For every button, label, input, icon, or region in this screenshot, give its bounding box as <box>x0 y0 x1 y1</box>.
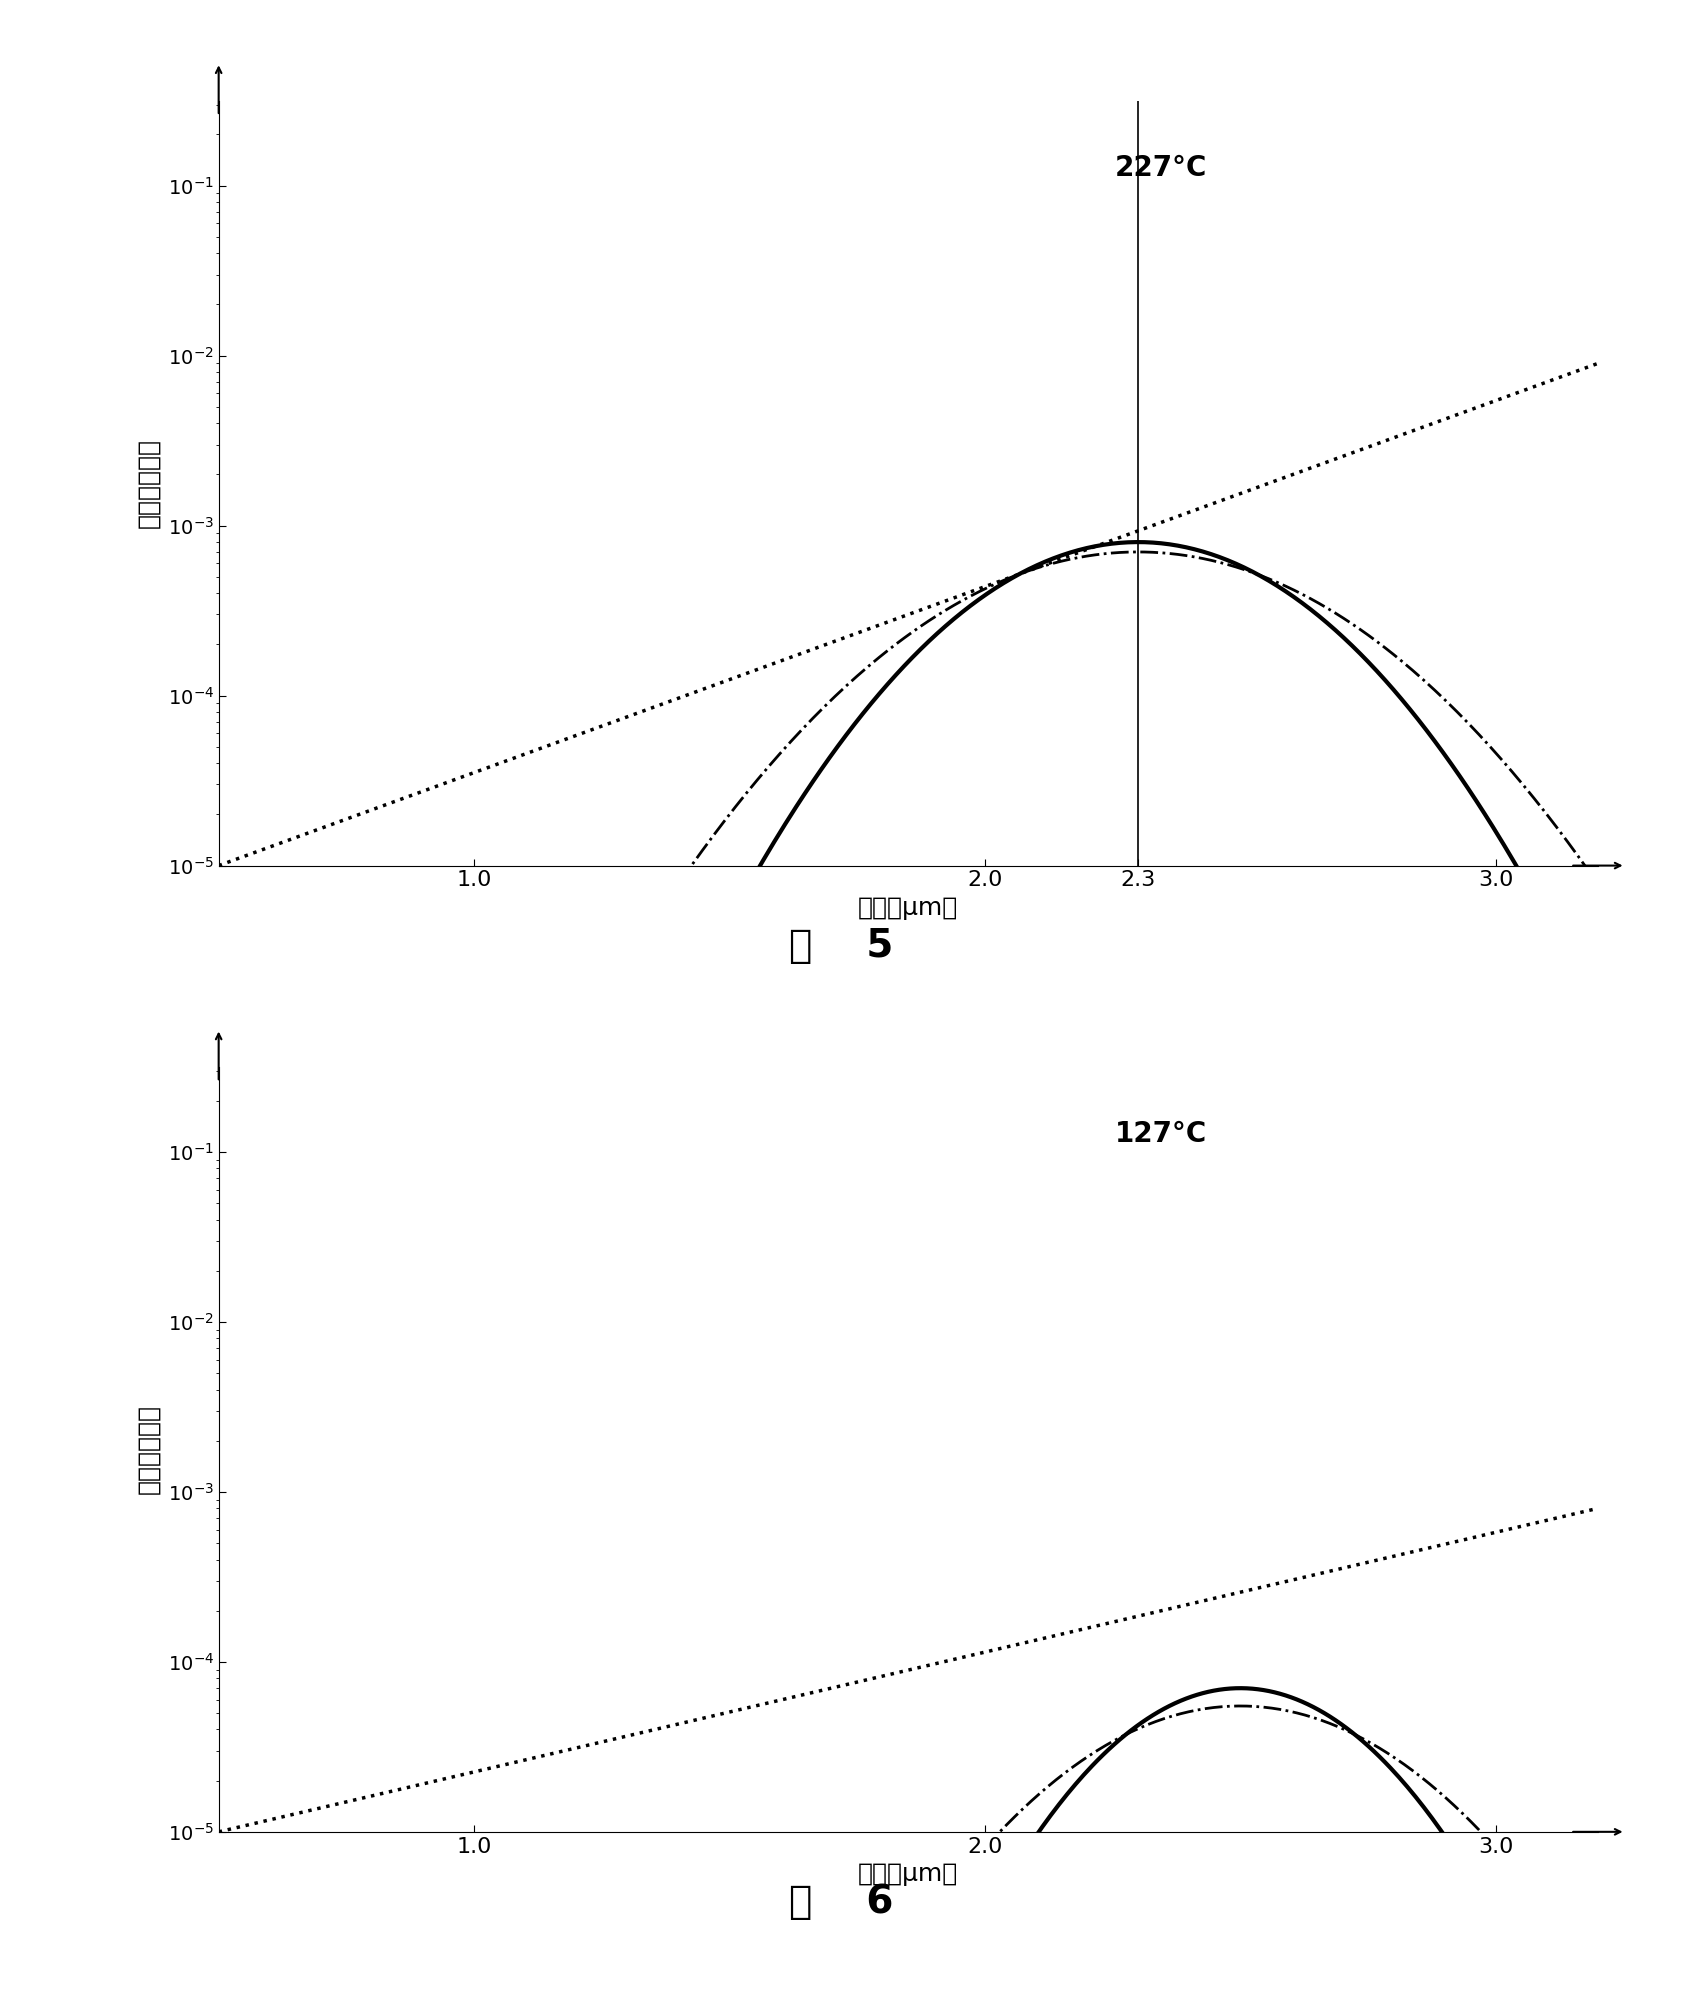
X-axis label: 波长（μm）: 波长（μm） <box>858 1862 959 1886</box>
Y-axis label: 实用辐射亮度: 实用辐射亮度 <box>136 1405 160 1494</box>
Text: 127°C: 127°C <box>1115 1121 1208 1149</box>
Text: 图    5: 图 5 <box>789 928 893 964</box>
Y-axis label: 实用辐射亮度: 实用辐射亮度 <box>136 439 160 527</box>
Text: 227°C: 227°C <box>1115 155 1208 183</box>
X-axis label: 波长（μm）: 波长（μm） <box>858 896 959 920</box>
Text: 图    6: 图 6 <box>789 1884 893 1920</box>
